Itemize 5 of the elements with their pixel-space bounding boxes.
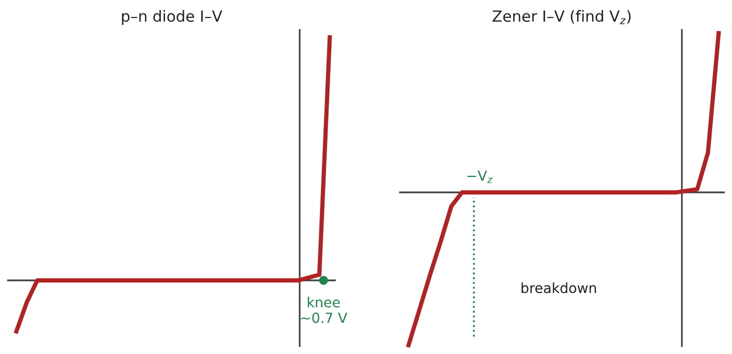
annotation: breakdown — [522, 282, 596, 294]
annotation: −V$_{z}$ — [467, 170, 493, 184]
chart-title: Zener I–V (find V$_{z}$) — [492, 10, 631, 24]
annotation: knee ~0.7 V — [301, 296, 348, 324]
chart-title: p–n diode I–V — [122, 10, 222, 25]
